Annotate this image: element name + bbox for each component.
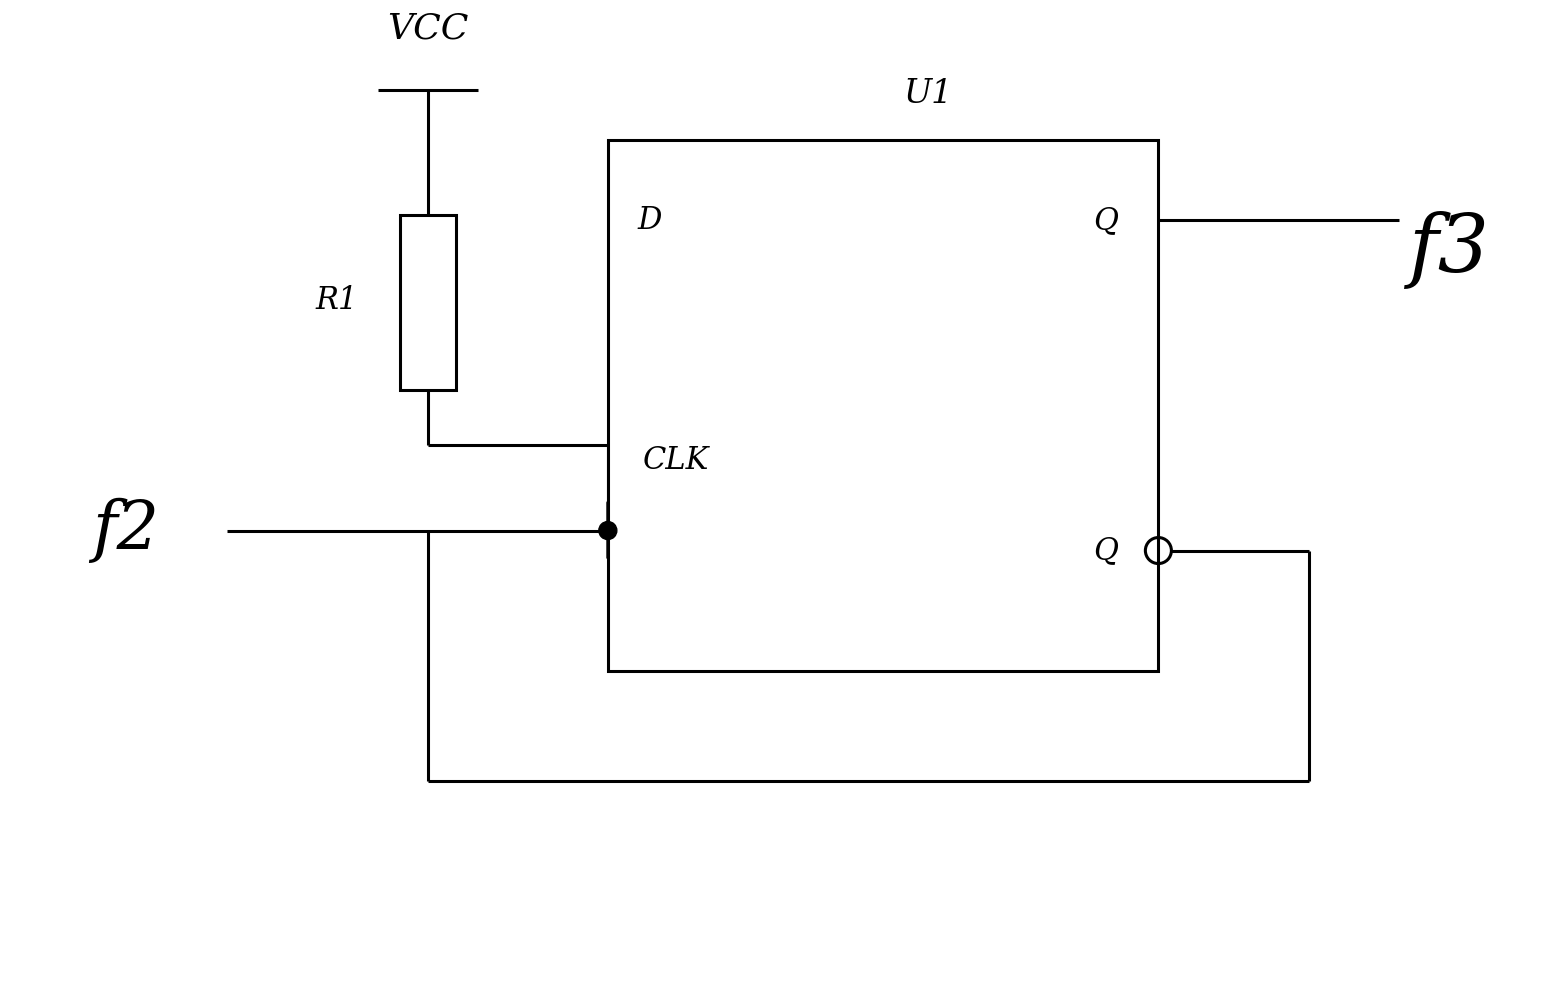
Text: f2: f2 <box>92 497 159 564</box>
Text: R1: R1 <box>316 285 358 315</box>
Text: CLK: CLK <box>643 445 710 475</box>
Text: U1: U1 <box>904 78 952 110</box>
Circle shape <box>599 522 616 540</box>
Bar <box>400 215 456 390</box>
Text: Q: Q <box>1094 536 1119 566</box>
Text: f3: f3 <box>1408 211 1489 289</box>
Bar <box>608 140 1158 671</box>
Text: D: D <box>638 205 663 235</box>
Text: VCC: VCC <box>387 11 468 45</box>
Text: Q: Q <box>1094 205 1119 235</box>
